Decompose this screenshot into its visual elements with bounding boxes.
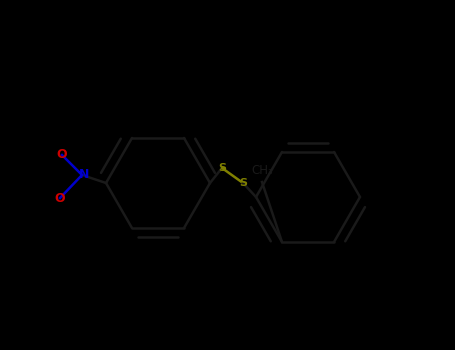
Text: O: O [55,191,66,204]
Text: N: N [79,168,89,182]
Text: O: O [57,148,67,161]
Text: S: S [239,178,247,188]
Text: CH₃: CH₃ [251,164,273,177]
Text: S: S [218,163,226,173]
